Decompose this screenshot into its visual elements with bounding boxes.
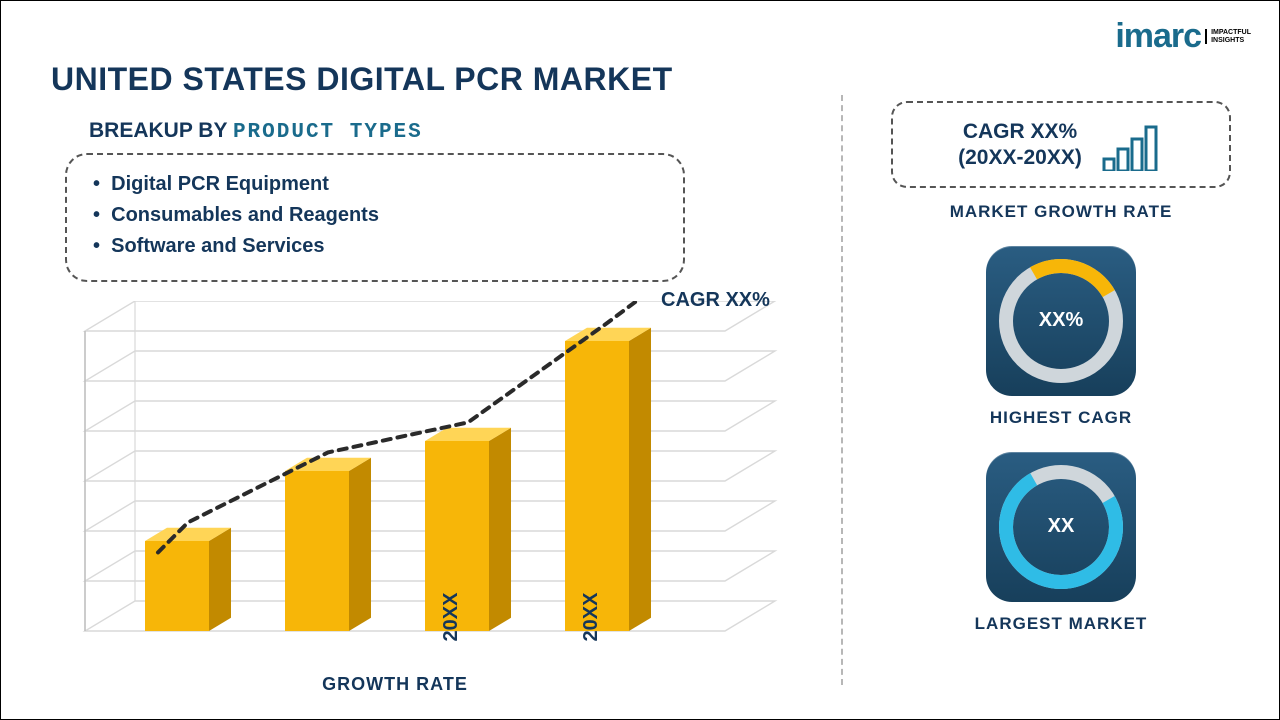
largest-market-tile: XX xyxy=(986,452,1136,602)
cagr-summary-text: CAGR XX% (20XX-20XX) xyxy=(958,119,1082,172)
brand-logo: imarc IMPACTFUL INSIGHTS xyxy=(1115,17,1251,56)
breakup-subtitle: BREAKUP BY PRODUCT TYPES xyxy=(89,119,423,144)
chart-x-axis-label: GROWTH RATE xyxy=(65,674,725,695)
bar-chart-svg: 20XX 20XX xyxy=(65,301,785,661)
list-item: Software and Services xyxy=(93,231,657,262)
largest-market-label: LARGEST MARKET xyxy=(891,614,1231,634)
brand-tagline: IMPACTFUL INSIGHTS xyxy=(1205,29,1251,44)
largest-market-value: XX xyxy=(986,452,1136,602)
highest-cagr-label: HIGHEST CAGR xyxy=(891,408,1231,428)
cagr-summary-box: CAGR XX% (20XX-20XX) xyxy=(891,101,1231,188)
market-growth-rate-label: MARKET GROWTH RATE xyxy=(891,202,1231,222)
right-column: CAGR XX% (20XX-20XX) MARKET GROWTH RATE … xyxy=(891,101,1231,634)
growth-rate-chart: CAGR XX% 20XX20XX GROWTH RATE xyxy=(65,301,785,661)
product-types-list: Digital PCR Equipment Consumables and Re… xyxy=(93,169,657,262)
subtitle-prefix: BREAKUP BY xyxy=(89,119,227,142)
svg-text:20XX: 20XX xyxy=(580,592,602,642)
brand-name: imarc xyxy=(1115,17,1201,56)
mini-bar-icon xyxy=(1100,119,1164,171)
list-item: Digital PCR Equipment xyxy=(93,169,657,200)
product-types-box: Digital PCR Equipment Consumables and Re… xyxy=(65,153,685,282)
page-title: UNITED STATES DIGITAL PCR MARKET xyxy=(51,61,673,98)
chart-cagr-tag: CAGR XX% xyxy=(661,289,770,312)
list-item: Consumables and Reagents xyxy=(93,200,657,231)
highest-cagr-value: XX% xyxy=(986,246,1136,396)
highest-cagr-tile: XX% xyxy=(986,246,1136,396)
subtitle-highlight: PRODUCT TYPES xyxy=(233,121,423,144)
vertical-divider xyxy=(841,95,843,685)
svg-text:20XX: 20XX xyxy=(440,592,462,642)
